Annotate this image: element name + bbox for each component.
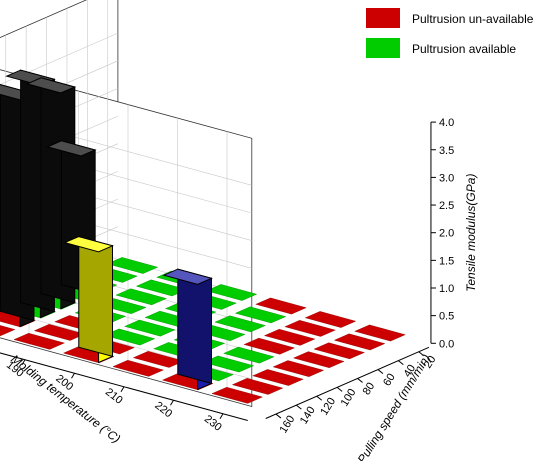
- bar-top-face: [25, 77, 77, 94]
- x-axis-line: [265, 346, 430, 419]
- y-axis-tick-label: 220: [152, 400, 174, 421]
- x-axis-tick: [418, 351, 425, 357]
- floor-tile: [252, 369, 304, 386]
- z-axis-tick-label: 1.5: [439, 255, 454, 267]
- z-axis-tick-label: 0.0: [439, 338, 454, 350]
- floor-tile: [214, 315, 266, 333]
- x-axis-tick: [377, 369, 384, 374]
- x-axis-tick: [357, 378, 363, 383]
- x-axis-tick-label: 120: [318, 396, 338, 418]
- legend-swatch: [366, 8, 400, 28]
- legend-label: Pultrusion available: [412, 42, 516, 56]
- floor-tile: [132, 351, 185, 368]
- floor-tile: [354, 324, 406, 342]
- y-axis-tick: [170, 399, 174, 406]
- bars: [0, 69, 214, 391]
- floor-tile: [231, 378, 284, 395]
- x-axis-tick-label: 160: [277, 413, 297, 435]
- z-axis-title: Tensile modulus(GPa): [464, 174, 478, 292]
- floor-tile: [304, 311, 357, 328]
- z-axis-tick-label: 1.0: [439, 283, 454, 295]
- floor-tile: [313, 342, 365, 360]
- x-axis-tick-label: 60: [381, 372, 398, 389]
- gridline: [0, 32, 252, 186]
- x-axis-tick: [296, 404, 302, 410]
- x-axis-tick: [336, 386, 343, 392]
- floor-tile: [211, 386, 263, 404]
- floor-tile: [223, 346, 275, 364]
- z-axis-tick-label: 0.5: [439, 311, 454, 323]
- z-axis-tick-label: 2.0: [439, 228, 454, 240]
- floor-tile: [272, 360, 325, 377]
- y-axis-tick: [120, 386, 125, 393]
- bar-side-face: [78, 235, 113, 358]
- floor-tile: [33, 324, 86, 341]
- floor-tile: [234, 306, 287, 324]
- x-axis-tick: [275, 413, 282, 419]
- floor-tile: [333, 333, 386, 351]
- legend: Pultrusion un-available Pultrusion availa…: [366, 8, 534, 58]
- floor-tile: [124, 319, 176, 337]
- floor-tile: [293, 351, 345, 369]
- x-axis-tick-label: 20: [422, 354, 439, 371]
- z-axis-tick-label: 4.0: [439, 117, 454, 129]
- floor-tile: [135, 279, 188, 297]
- y-axis-line: [0, 352, 248, 421]
- bar-top-face: [63, 236, 115, 253]
- z-axis-tick-label: 3.5: [439, 145, 454, 157]
- y-axis-tick: [219, 413, 224, 420]
- floor-tile: [243, 337, 296, 355]
- y-axis-tick-label: 210: [103, 386, 125, 407]
- legend-label: Pultrusion un-available: [412, 12, 534, 26]
- floor-tile: [284, 320, 336, 337]
- y-axis-tick: [71, 372, 75, 379]
- z-axis-tick-label: 2.5: [439, 200, 454, 212]
- z-axis-tick-label: 3.0: [439, 172, 454, 184]
- bar: [63, 235, 115, 364]
- x-axis-tick: [316, 395, 323, 401]
- floor-tile: [13, 332, 65, 350]
- floor-tile: [263, 328, 316, 346]
- y-axis-tick-label: 230: [202, 413, 224, 434]
- legend-swatch: [366, 38, 400, 58]
- x-axis-tick-label: 80: [361, 380, 378, 397]
- bar-side-face: [177, 268, 212, 385]
- x-axis-tick: [398, 360, 404, 366]
- x-axis-tick-label: 100: [339, 387, 359, 409]
- y-axis-tick: [21, 359, 26, 366]
- bar-top-face: [45, 140, 97, 157]
- bar-top-face: [162, 268, 214, 285]
- floor-tile: [115, 288, 167, 306]
- floor-tile: [112, 359, 164, 377]
- floor-tile: [255, 297, 307, 315]
- bar: [162, 268, 214, 391]
- x-axis-tick-label: 40: [401, 363, 418, 380]
- x-axis-tick-label: 140: [298, 405, 318, 427]
- x-axis-title: Pulling speed (mm/min): [355, 352, 434, 461]
- floor-tile: [0, 325, 16, 337]
